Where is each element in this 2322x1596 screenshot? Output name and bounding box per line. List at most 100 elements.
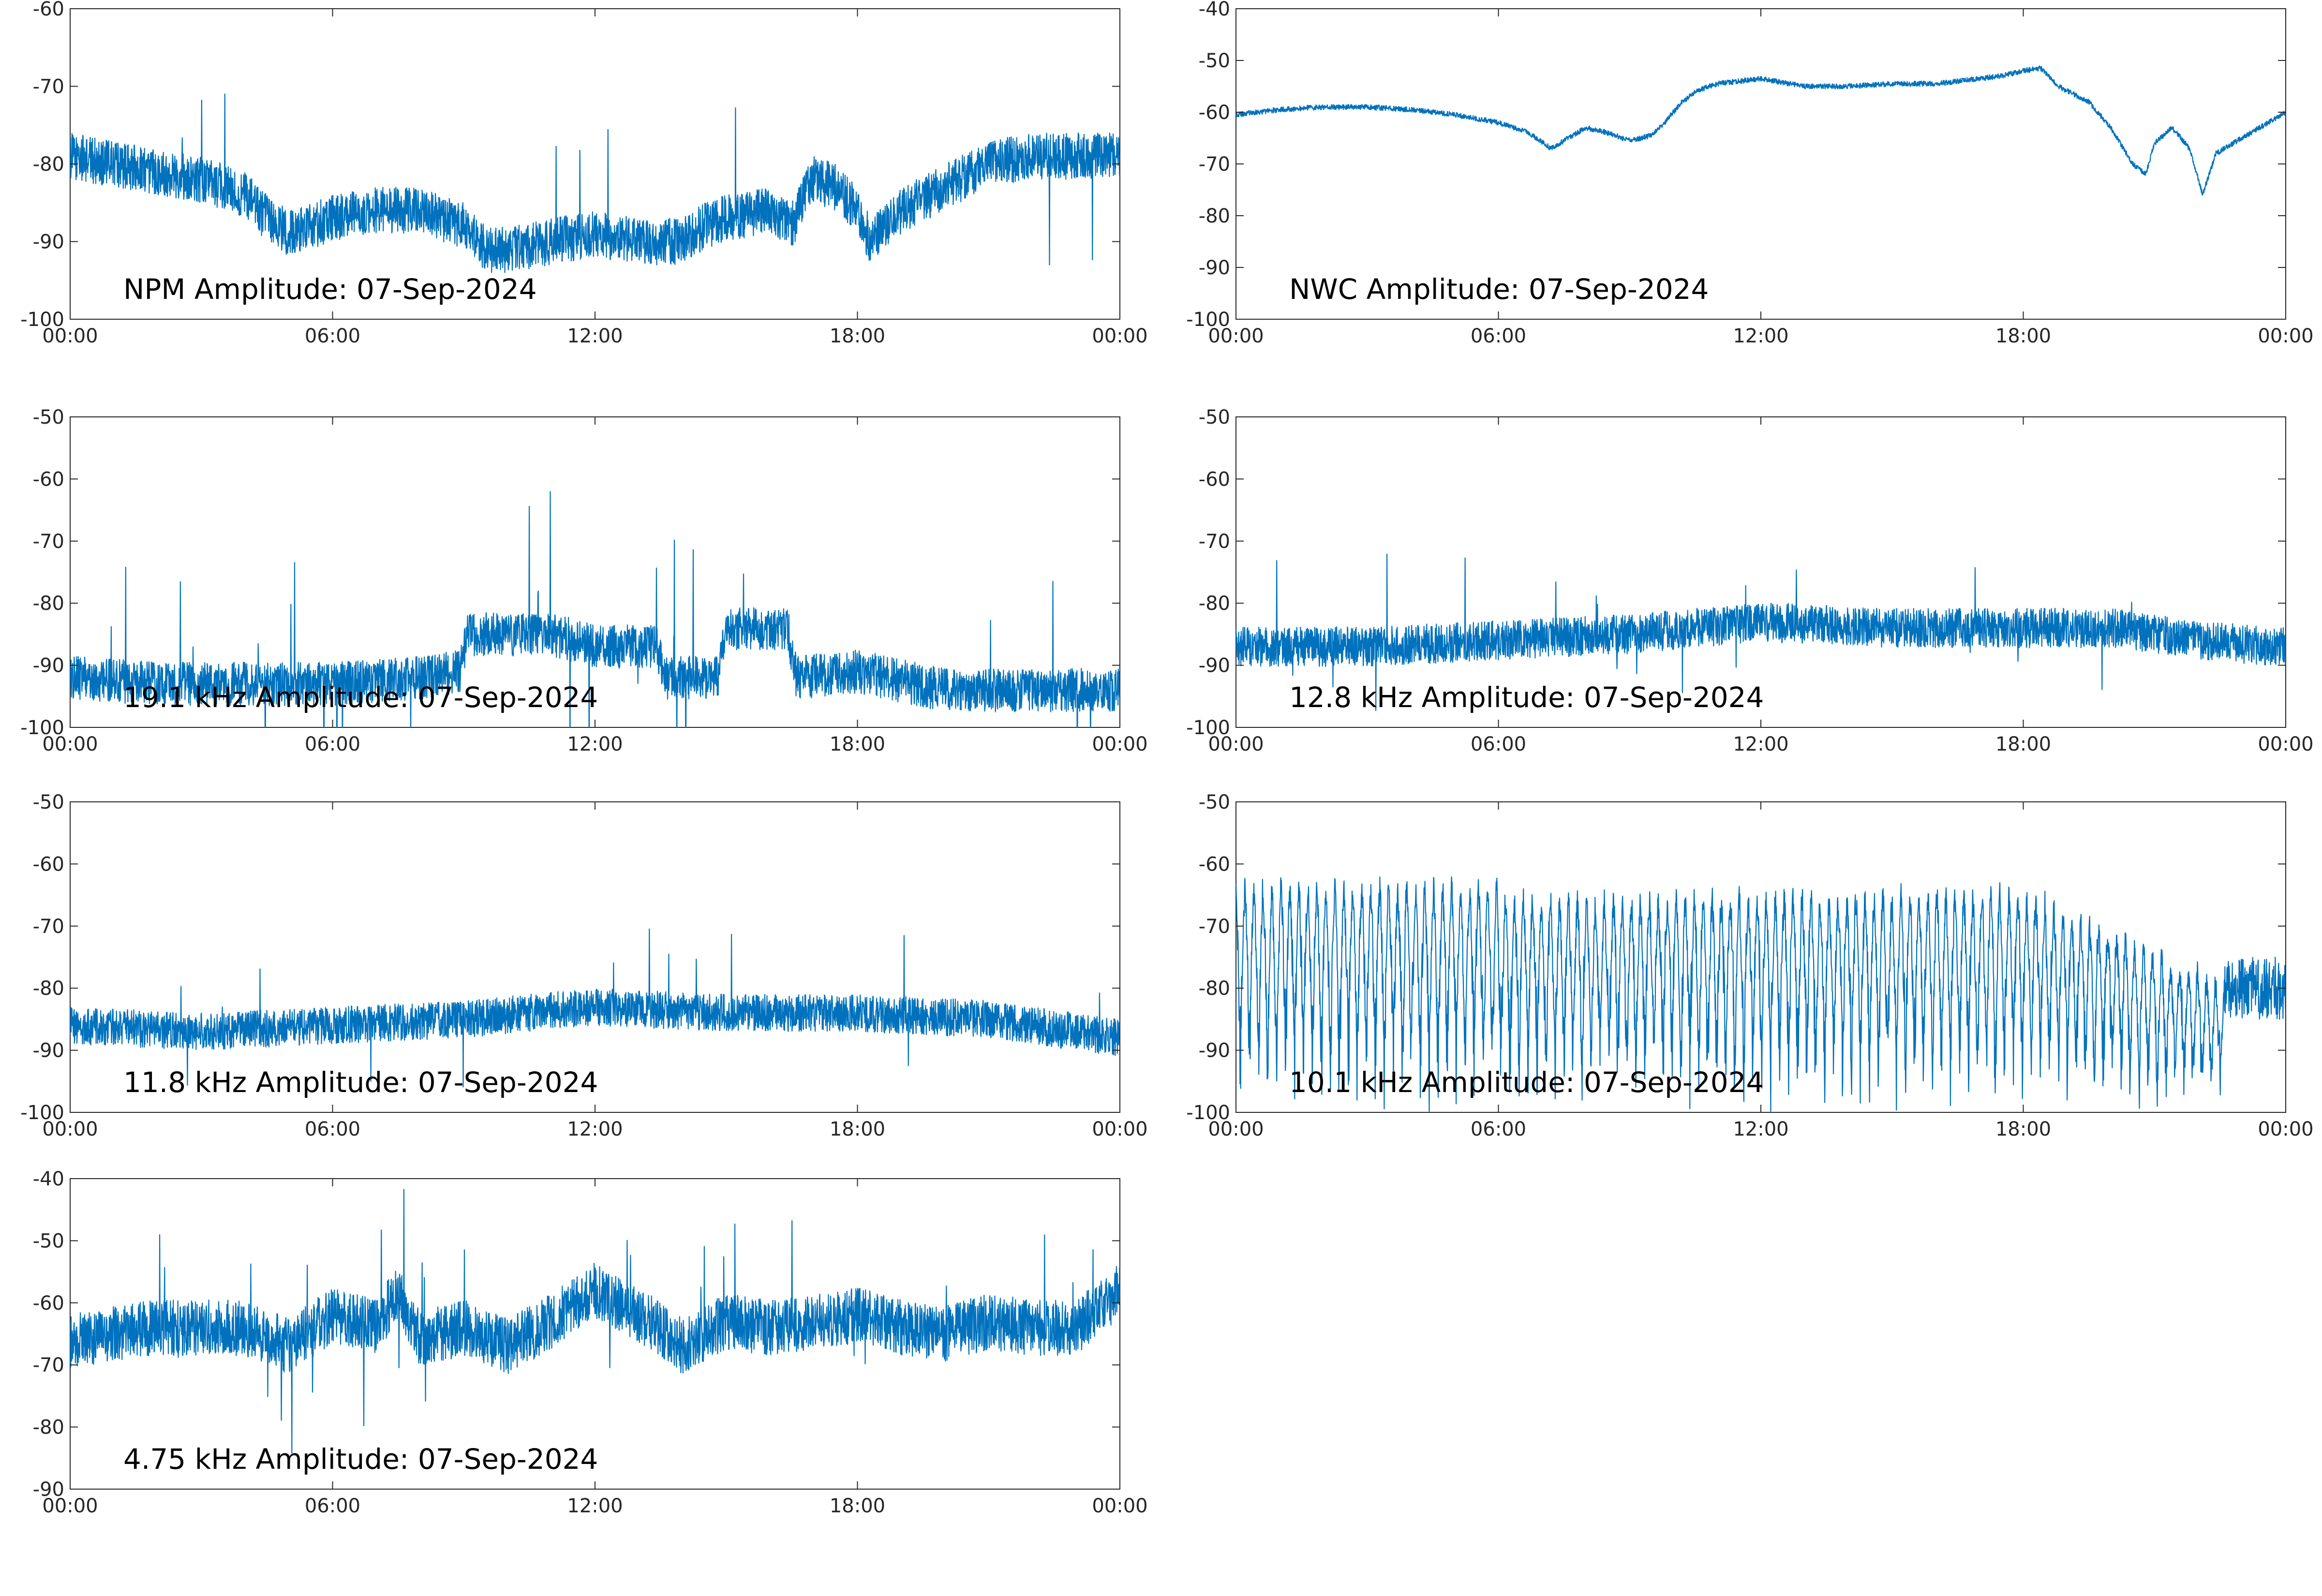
y-tick-label: -70 (33, 1354, 64, 1376)
y-tick-label: -80 (33, 977, 64, 1000)
x-tick-label: 12:00 (1733, 325, 1788, 347)
x-tick-label: 00:00 (1208, 733, 1264, 755)
plot-area (1235, 8, 2286, 320)
y-tick-label: -80 (1199, 205, 1230, 227)
y-tick-label: -100 (20, 309, 64, 331)
series-line (70, 491, 1120, 727)
y-tick-label: -50 (1199, 406, 1230, 429)
x-tick-label: 12:00 (567, 733, 623, 755)
y-tick-label: -70 (1199, 916, 1230, 938)
x-tick-label: 00:00 (42, 325, 98, 347)
x-tick-label: 06:00 (305, 1118, 360, 1140)
x-tick-label: 00:00 (1092, 733, 1147, 755)
y-tick-label: -90 (1199, 1040, 1230, 1062)
series-line (1236, 65, 2286, 196)
series-line (1236, 876, 2286, 1112)
x-tick-label: 00:00 (2258, 325, 2313, 347)
y-tick-label: -90 (1199, 655, 1230, 677)
y-tick-label: -50 (1199, 791, 1230, 813)
panel-title: 10.1 kHz Amplitude: 07-Sep-2024 (1289, 1066, 1764, 1099)
y-tick-label: -50 (33, 1230, 64, 1252)
y-tick-label: -70 (33, 76, 64, 98)
x-tick-label: 18:00 (1995, 1118, 2051, 1140)
series-line (70, 928, 1120, 1088)
y-tick-label: -80 (33, 592, 64, 615)
x-tick-label: 00:00 (42, 733, 98, 755)
chart-panel-6: 00:00 06:00 12:00 18:00 00:00 -50 -60 -70 -80 -90… (1186, 791, 2313, 1140)
chart-panel-2: 00:00 06:00 12:00 18:00 00:00 -40 -50 -60 -70 -80… (1186, 0, 2313, 347)
y-tick-label: -100 (20, 717, 64, 739)
plot-area (70, 801, 1120, 1113)
x-tick-label: 00:00 (42, 1118, 98, 1140)
x-tick-label: 18:00 (830, 733, 885, 755)
y-tick-label: -60 (1199, 102, 1230, 124)
y-tick-label: -80 (1199, 977, 1230, 1000)
x-tick-label: 12:00 (567, 325, 623, 347)
y-tick-label: -50 (1199, 50, 1230, 72)
y-tick-label: -100 (1186, 717, 1230, 739)
x-tick-label: 12:00 (1733, 1118, 1788, 1140)
x-tick-label: 06:00 (1471, 1118, 1526, 1140)
panel-title: 12.8 kHz Amplitude: 07-Sep-2024 (1289, 681, 1764, 714)
y-tick-label: -40 (1199, 0, 1230, 20)
x-tick-label: 00:00 (1092, 325, 1147, 347)
x-tick-label: 06:00 (305, 1495, 360, 1517)
y-tick-label: -90 (33, 655, 64, 677)
x-tick-label: 06:00 (305, 325, 360, 347)
y-tick-label: -100 (20, 1102, 64, 1124)
x-tick-label: 00:00 (1092, 1118, 1147, 1140)
y-tick-label: -90 (33, 1478, 64, 1501)
plot-area (70, 8, 1120, 320)
series-line (1236, 553, 2286, 711)
x-tick-label: 06:00 (305, 733, 360, 755)
x-tick-label: 12:00 (1733, 733, 1788, 755)
y-tick-label: -60 (33, 0, 64, 20)
y-tick-label: -100 (1186, 1102, 1230, 1124)
x-tick-label: 18:00 (830, 325, 885, 347)
panel-title: NPM Amplitude: 07-Sep-2024 (123, 273, 537, 306)
y-tick-label: -50 (33, 406, 64, 429)
x-tick-label: 18:00 (1995, 325, 2051, 347)
x-tick-label: 00:00 (2258, 1118, 2313, 1140)
x-tick-label: 12:00 (567, 1495, 623, 1517)
x-tick-label: 12:00 (567, 1118, 623, 1140)
chart-panel-1: 00:00 06:00 12:00 18:00 00:00 -60 -70 -80 -90 -10… (20, 0, 1147, 347)
x-tick-label: 18:00 (830, 1118, 885, 1140)
chart-panel-5: 00:00 06:00 12:00 18:00 00:00 -50 -60 -70 -80 -90… (20, 791, 1147, 1140)
y-tick-label: -80 (1199, 592, 1230, 615)
x-tick-label: 18:00 (830, 1495, 885, 1517)
y-tick-label: -90 (1199, 257, 1230, 279)
x-tick-label: 06:00 (1471, 325, 1526, 347)
panel-title: 11.8 kHz Amplitude: 07-Sep-2024 (123, 1066, 598, 1099)
y-tick-label: -60 (33, 853, 64, 875)
y-tick-label: -60 (33, 1292, 64, 1315)
y-tick-label: -60 (1199, 853, 1230, 875)
y-tick-label: -60 (1199, 468, 1230, 490)
y-tick-label: -70 (33, 531, 64, 553)
y-tick-label: -50 (33, 791, 64, 813)
y-tick-label: -90 (33, 231, 64, 253)
panel-title: 19.1 kHz Amplitude: 07-Sep-2024 (123, 681, 598, 714)
chart-panel-7: 00:00 06:00 12:00 18:00 00:00 -40 -50 -60 -70 -80… (33, 1168, 1148, 1517)
panel-title: NWC Amplitude: 07-Sep-2024 (1289, 273, 1709, 306)
y-tick-label: -70 (1199, 153, 1230, 176)
chart-panel-4: 00:00 06:00 12:00 18:00 00:00 -50 -60 -70 -80 -90… (1186, 406, 2313, 755)
x-tick-label: 06:00 (1471, 733, 1526, 755)
y-tick-label: -80 (33, 153, 64, 176)
x-tick-label: 00:00 (2258, 733, 2313, 755)
x-tick-label: 00:00 (1208, 1118, 1264, 1140)
series-line (70, 1189, 1120, 1454)
y-tick-label: -70 (1199, 531, 1230, 553)
y-tick-label: -70 (33, 916, 64, 938)
y-tick-label: -100 (1186, 309, 1230, 331)
plot-area (1235, 801, 2286, 1113)
x-tick-label: 18:00 (1995, 733, 2051, 755)
series-line (70, 93, 1120, 273)
y-tick-label: -80 (33, 1417, 64, 1439)
y-tick-label: -60 (33, 468, 64, 490)
x-tick-label: 00:00 (42, 1495, 98, 1517)
y-tick-label: -90 (33, 1040, 64, 1062)
x-tick-label: 00:00 (1208, 325, 1264, 347)
panel-title: 4.75 kHz Amplitude: 07-Sep-2024 (123, 1443, 598, 1476)
